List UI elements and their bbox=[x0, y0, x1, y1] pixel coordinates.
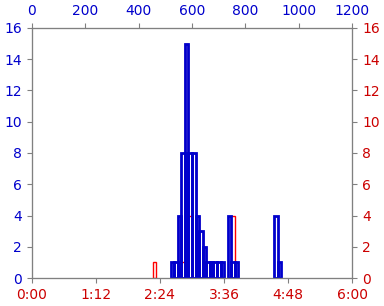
Bar bbox=[174, 263, 178, 278]
Bar bbox=[181, 153, 185, 278]
Bar bbox=[185, 43, 189, 278]
Bar bbox=[189, 153, 192, 278]
Bar bbox=[181, 263, 185, 278]
Bar bbox=[153, 263, 156, 278]
Bar bbox=[231, 263, 235, 278]
Bar bbox=[178, 215, 181, 278]
Bar bbox=[203, 247, 206, 278]
Bar bbox=[174, 263, 178, 278]
Bar bbox=[192, 153, 195, 278]
Bar bbox=[185, 43, 189, 278]
Bar bbox=[192, 153, 195, 278]
Bar bbox=[214, 263, 217, 278]
Bar bbox=[210, 263, 214, 278]
Bar bbox=[195, 215, 199, 278]
Bar bbox=[214, 263, 217, 278]
Bar bbox=[210, 263, 214, 278]
Bar bbox=[199, 231, 203, 278]
Bar bbox=[278, 263, 281, 278]
Bar bbox=[206, 263, 210, 278]
Bar bbox=[231, 215, 235, 278]
Bar bbox=[170, 263, 174, 278]
Bar bbox=[217, 263, 220, 278]
Bar bbox=[178, 215, 181, 278]
Bar bbox=[274, 215, 278, 278]
Bar bbox=[189, 215, 192, 278]
Bar bbox=[195, 215, 199, 278]
Bar bbox=[206, 263, 210, 278]
Bar bbox=[217, 263, 220, 278]
Bar bbox=[235, 263, 238, 278]
Bar bbox=[203, 247, 206, 278]
Bar bbox=[199, 231, 203, 278]
Bar bbox=[235, 263, 238, 278]
Bar bbox=[220, 263, 224, 278]
Bar bbox=[228, 215, 231, 278]
